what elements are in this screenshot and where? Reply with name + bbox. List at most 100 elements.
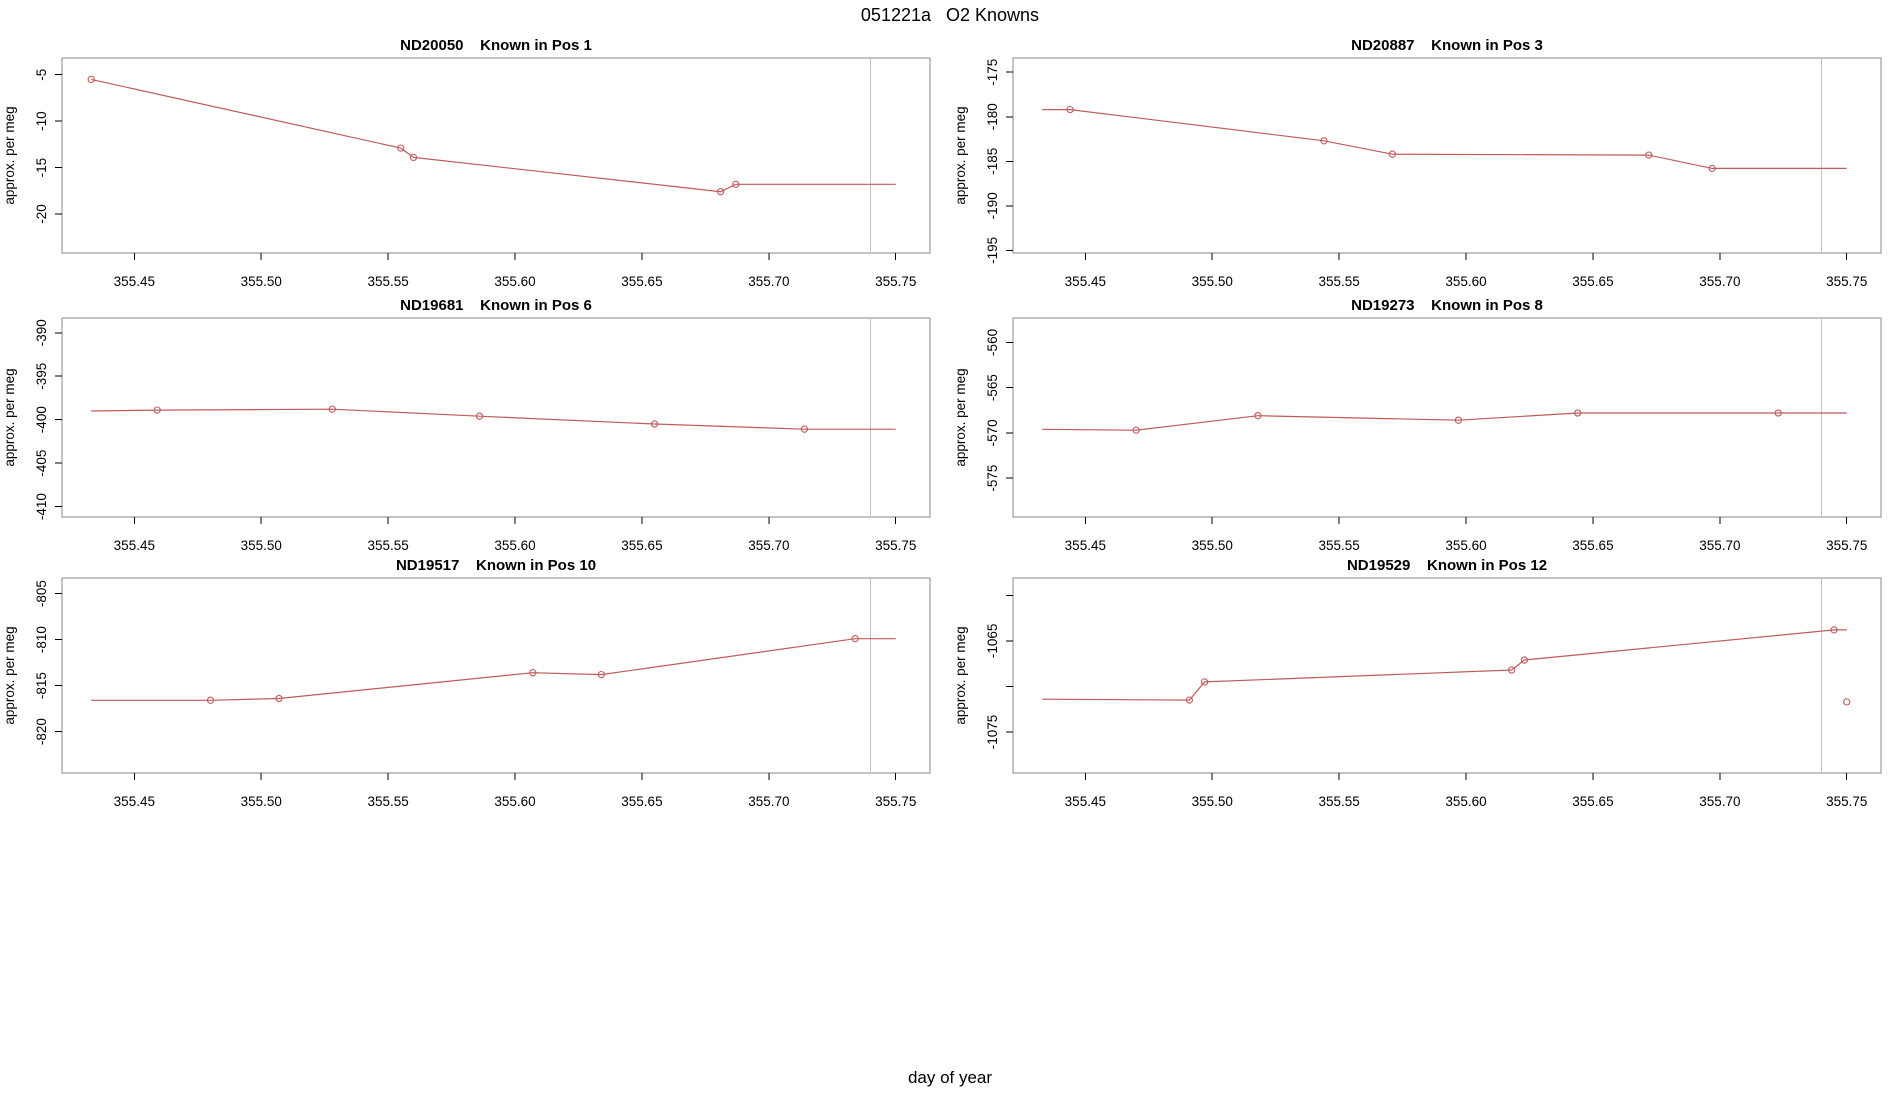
x-tick-label: 355.55 (1318, 538, 1359, 553)
data-point-marker (1388, 150, 1397, 158)
y-tick-label: -1075 (985, 715, 1000, 750)
y-tick-label: -190 (985, 192, 1000, 219)
y-tick-label: -175 (985, 59, 1000, 86)
y-tick-label: -575 (985, 465, 1000, 492)
plot-box (61, 57, 931, 254)
y-tick-label: -410 (34, 493, 49, 520)
x-tick-label: 355.45 (114, 274, 155, 289)
x-tick-label: 355.70 (1699, 794, 1740, 809)
subplot-ND20887: ND20887 Known in Pos 3 355.45 355.50 355.55… (953, 37, 1882, 289)
data-point-marker (1830, 626, 1838, 634)
subplot-title: ND19517 Known in Pos 10 (396, 557, 596, 574)
x-tick-label: 355.65 (621, 538, 662, 553)
data-point-marker (1774, 409, 1782, 417)
data-point-marker (1508, 666, 1516, 674)
data-point-marker (275, 694, 283, 703)
data-point-marker (153, 406, 161, 414)
y-tick-label: -1065 (985, 624, 1000, 659)
x-tick-label: 355.50 (241, 274, 282, 289)
y-tick-label: -570 (985, 419, 1000, 446)
y-tick-label: -10 (34, 111, 49, 131)
x-tick-label: 355.60 (494, 538, 535, 553)
y-axis-title: approx. per meg (2, 368, 17, 466)
plot-box (61, 317, 931, 518)
data-point-marker (328, 405, 336, 413)
x-tick-label: 355.45 (114, 538, 155, 553)
x-tick-label: 355.50 (241, 794, 282, 809)
x-tick-label: 355.60 (494, 794, 535, 809)
subplot-title: ND20887 Known in Pos 3 (1351, 37, 1543, 54)
x-tick-label: 355.55 (1318, 794, 1359, 809)
x-tick-label: 355.60 (1445, 538, 1486, 553)
subplot-title: ND19681 Known in Pos 6 (400, 297, 592, 314)
data-point-marker (1254, 412, 1262, 420)
x-tick-label: 355.65 (621, 274, 662, 289)
data-point-marker (87, 75, 95, 84)
y-tick-label: -390 (34, 319, 49, 346)
y-tick-label: -820 (34, 718, 49, 745)
y-axis-title: approx. per meg (953, 626, 968, 724)
plot-box (1012, 57, 1882, 254)
subplot-title: ND19273 Known in Pos 8 (1351, 297, 1543, 314)
series-line (91, 78, 896, 193)
y-axis-title: approx. per meg (2, 106, 17, 204)
subplot-title: ND20050 Known in Pos 1 (400, 37, 592, 54)
x-tick-label: 355.75 (875, 538, 916, 553)
y-tick-label: -810 (34, 626, 49, 653)
data-point-marker (1200, 678, 1209, 686)
x-tick-label: 355.45 (1065, 538, 1106, 553)
y-tick-label: -5 (34, 69, 49, 81)
plot-box (1012, 577, 1882, 774)
subplot-ND19529: ND19529 Known in Pos 12 355.45 355.50 355.5… (953, 557, 1882, 809)
data-point-marker (1574, 409, 1582, 417)
x-tick-label: 355.65 (1572, 794, 1613, 809)
x-tick-label: 355.75 (1826, 274, 1867, 289)
data-point-marker (851, 635, 859, 643)
series-line (1042, 412, 1847, 431)
x-tick-label: 355.50 (1192, 274, 1233, 289)
x-tick-label: 355.45 (114, 794, 155, 809)
data-point-marker (397, 144, 405, 152)
x-tick-label: 355.55 (1318, 274, 1359, 289)
x-tick-label: 355.70 (1699, 274, 1740, 289)
y-tick-label: -15 (34, 158, 49, 178)
data-point-marker (206, 696, 215, 704)
data-point-marker (1132, 426, 1140, 434)
x-tick-label: 355.75 (875, 794, 916, 809)
subplot-ND19273: ND19273 Known in Pos 8 355.45 355.50 355.55… (953, 297, 1882, 553)
x-tick-label: 355.75 (875, 274, 916, 289)
x-tick-label: 355.50 (1192, 794, 1233, 809)
data-point-marker (650, 420, 659, 428)
x-tick-label: 355.60 (1445, 274, 1486, 289)
x-tick-label: 355.45 (1065, 794, 1106, 809)
data-point-marker (1185, 696, 1194, 704)
x-tick-label: 355.55 (367, 274, 408, 289)
x-tick-label: 355.55 (367, 794, 408, 809)
plot-box (61, 577, 931, 774)
data-point-marker (475, 412, 484, 420)
y-axis-title: approx. per meg (2, 626, 17, 724)
data-point-marker (529, 669, 537, 677)
y-tick-label: -20 (34, 204, 49, 224)
series-line (1042, 629, 1847, 701)
subplot-ND20050: ND20050 Known in Pos 1 355.45 355.50 355.55… (2, 37, 931, 289)
series-line (91, 408, 896, 430)
y-tick-label: -195 (985, 237, 1000, 264)
y-tick-label: -400 (34, 406, 49, 433)
x-tick-label: 355.65 (621, 794, 662, 809)
x-tick-label: 355.50 (1192, 538, 1233, 553)
y-tick-label: -180 (985, 103, 1000, 130)
x-tick-label: 355.55 (367, 538, 408, 553)
y-tick-label: -815 (34, 672, 49, 699)
data-point-marker (716, 188, 725, 196)
x-axis-title: day of year (907, 1068, 993, 1087)
y-tick-label: -565 (985, 374, 1000, 401)
x-tick-label: 355.45 (1065, 274, 1106, 289)
plot-box (1012, 317, 1882, 518)
series-line (91, 638, 896, 701)
data-point-marker (1320, 137, 1328, 145)
x-tick-label: 355.70 (748, 274, 789, 289)
data-point-marker (800, 425, 809, 433)
